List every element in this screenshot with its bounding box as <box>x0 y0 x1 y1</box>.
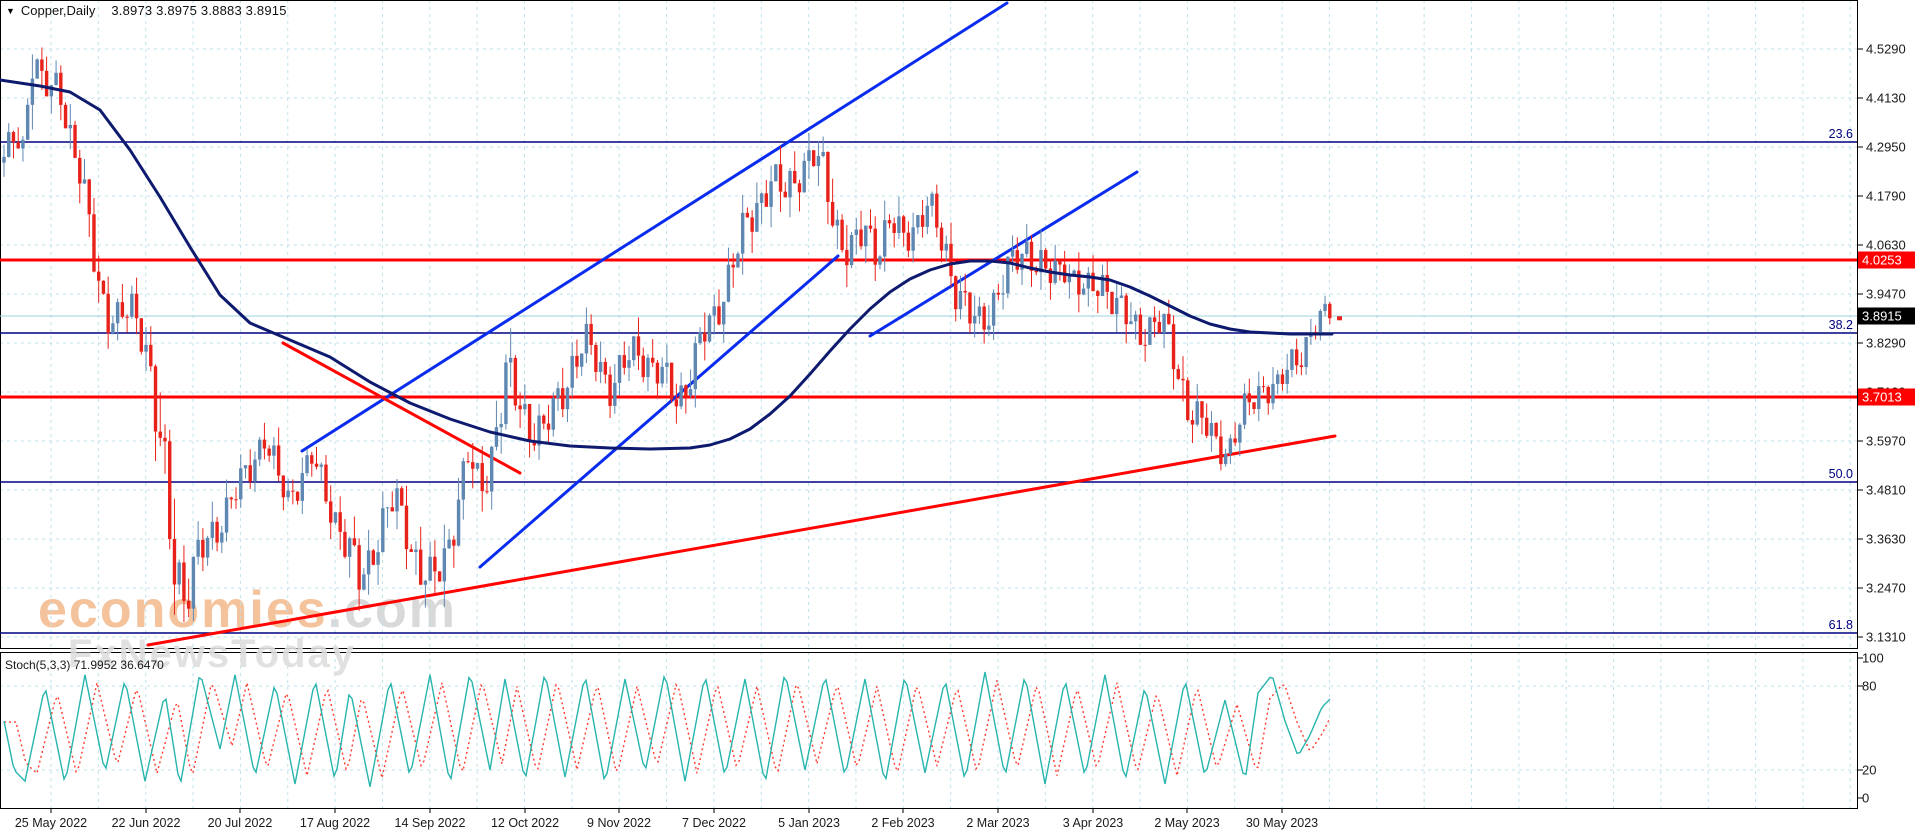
symbol-dropdown-icon[interactable]: ▼ <box>6 5 15 16</box>
price-axis-label[interactable]: 3.9470 <box>1866 287 1906 302</box>
price-axis-label[interactable]: 3.8290 <box>1866 336 1906 351</box>
date-axis-label[interactable]: 2 Feb 2023 <box>871 816 934 830</box>
date-axis-label[interactable]: 2 May 2023 <box>1154 816 1219 830</box>
trendline-blue-channel-long[interactable] <box>300 1 1009 453</box>
date-axis-label[interactable]: 14 Sep 2022 <box>395 816 466 830</box>
price-axis-label[interactable]: 4.2950 <box>1866 140 1906 155</box>
price-tag-label: 3.7013 <box>1862 390 1902 405</box>
date-axis-label[interactable]: 22 Jun 2022 <box>112 816 181 830</box>
date-axis-label[interactable]: 17 Aug 2022 <box>300 816 370 830</box>
date-axis-label[interactable]: 30 May 2023 <box>1246 816 1318 830</box>
trendline-blue-short-upper[interactable] <box>868 170 1139 338</box>
price-axis-label[interactable]: 4.5290 <box>1866 42 1906 57</box>
date-axis-label[interactable]: 3 Apr 2023 <box>1063 816 1124 830</box>
stoch-k-line <box>3 671 1331 787</box>
price-axis-label[interactable]: 4.0630 <box>1866 238 1906 253</box>
fib-label-61.8: 61.8 <box>1829 618 1853 632</box>
ohlc-values: 3.8973 3.8975 3.8883 3.8915 <box>111 3 287 18</box>
price-tag-3.8915 <box>1858 307 1915 325</box>
date-axis-label[interactable]: 9 Nov 2022 <box>587 816 651 830</box>
stochastic-indicator-label: Stoch(5,3,3) 71.9952 36.6470 <box>5 658 164 672</box>
date-axis-label[interactable]: 2 Mar 2023 <box>966 816 1029 830</box>
date-axis-label[interactable]: 12 Oct 2022 <box>491 816 559 830</box>
stoch-axis-label[interactable]: 0 <box>1862 791 1869 806</box>
fib-label-23.6: 23.6 <box>1829 127 1853 141</box>
price-axis-label[interactable]: 3.5970 <box>1866 434 1906 449</box>
chart-title-bar: ▼ Copper,Daily 3.8973 3.8975 3.8883 3.89… <box>6 3 287 18</box>
date-axis-label[interactable]: 5 Jan 2023 <box>778 816 840 830</box>
price-tag-3.7013 <box>1858 388 1915 406</box>
fib-label-38.2: 38.2 <box>1829 318 1853 332</box>
symbol-period-label: Copper,Daily <box>20 3 96 18</box>
fib-label-50.0: 50.0 <box>1829 467 1853 481</box>
main-panel-frame <box>0 0 1858 649</box>
stoch-axis-label[interactable]: 20 <box>1862 763 1876 778</box>
trendline-red-descending[interactable] <box>281 341 522 475</box>
stoch-panel-frame <box>0 652 1858 809</box>
stoch-axis-label[interactable]: 80 <box>1862 679 1876 694</box>
price-axis-label[interactable]: 3.3630 <box>1866 532 1906 547</box>
price-tag-4.0253 <box>1858 251 1915 269</box>
trendline-red-ascending-support[interactable] <box>146 434 1337 647</box>
date-axis-label[interactable]: 25 May 2022 <box>15 816 87 830</box>
stoch-axis-label[interactable]: 100 <box>1862 651 1884 666</box>
last-price-marker <box>1337 316 1342 321</box>
price-axis-label[interactable]: 4.1790 <box>1866 189 1906 204</box>
price-tag-label: 4.0253 <box>1862 253 1902 268</box>
watermark-brand: economies.com <box>38 581 458 639</box>
price-tag-label: 3.8915 <box>1862 309 1902 324</box>
moving-average-line <box>0 78 1334 451</box>
trendline-blue-steep[interactable] <box>478 254 840 569</box>
price-axis-label[interactable]: 4.4130 <box>1866 91 1906 106</box>
price-axis-label[interactable]: 3.1310 <box>1866 630 1906 645</box>
price-axis-label[interactable]: 3.4810 <box>1866 483 1906 498</box>
watermark-brand-line2: FxNewsToday <box>68 632 356 676</box>
date-axis-label[interactable]: 7 Dec 2022 <box>682 816 746 830</box>
date-axis-label[interactable]: 20 Jul 2022 <box>208 816 273 830</box>
price-axis-label[interactable]: 3.2470 <box>1866 581 1906 596</box>
